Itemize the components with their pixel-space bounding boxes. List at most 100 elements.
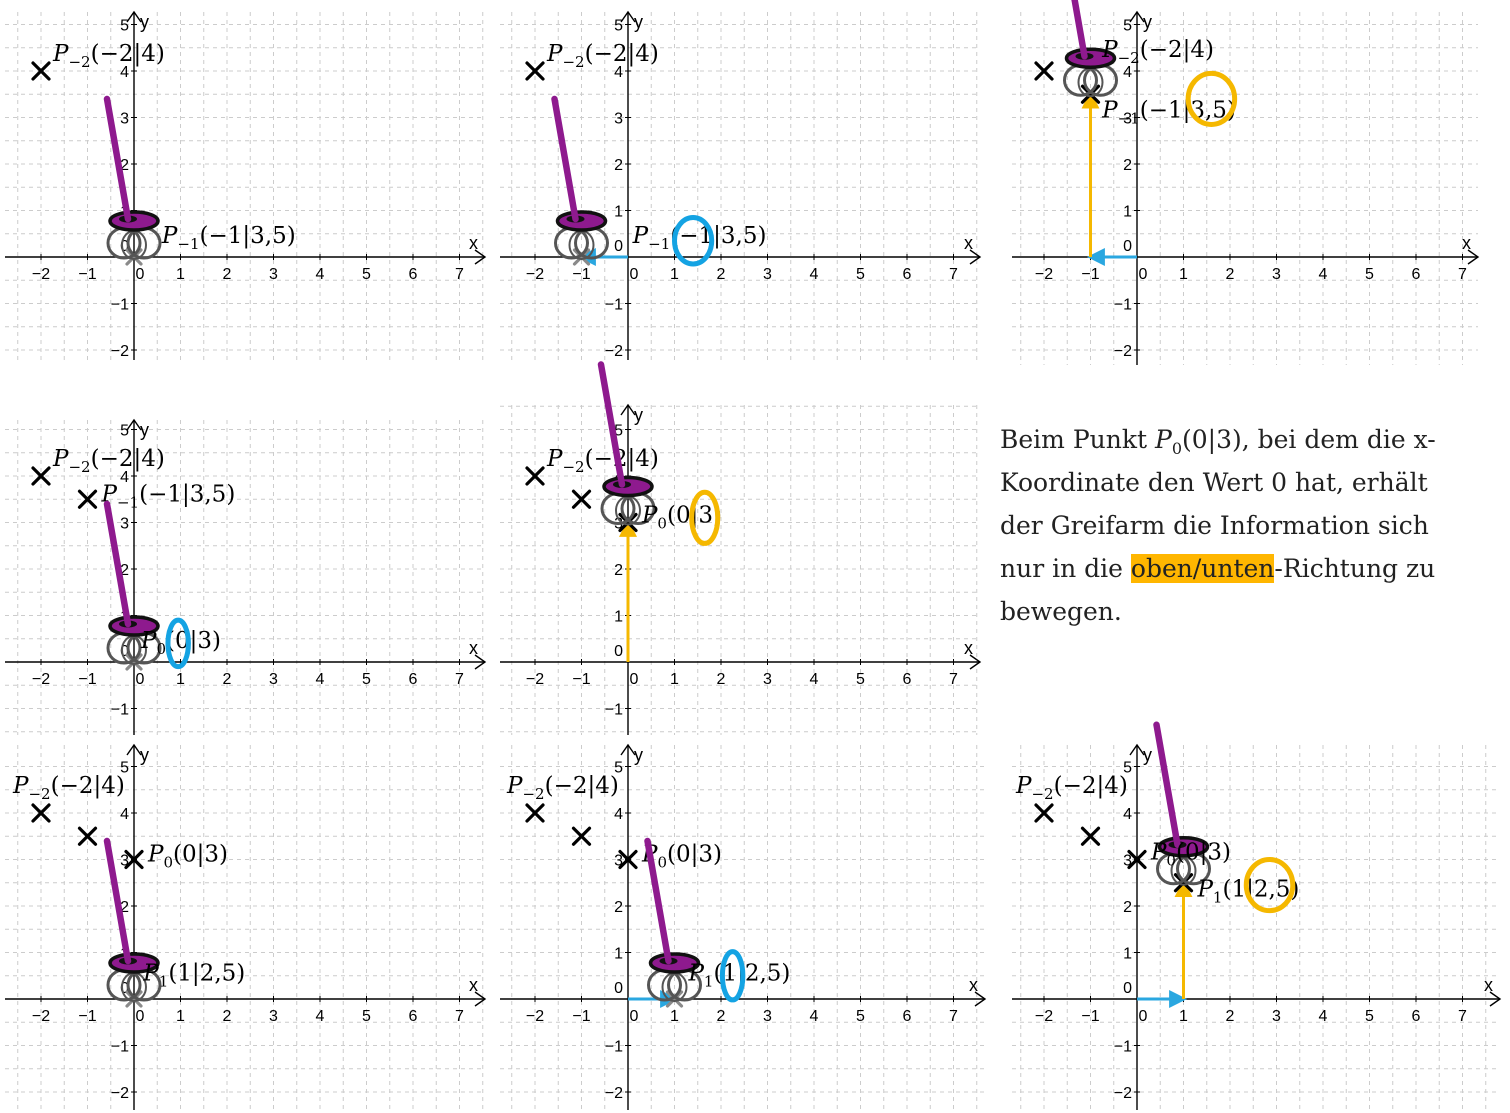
- robot-claw: [103, 500, 162, 665]
- x-tick-label: 5: [362, 671, 371, 688]
- claw-arm: [551, 95, 579, 223]
- x-tick-label: 4: [810, 671, 819, 688]
- cross-stroke-b: [31, 61, 51, 81]
- y-tick-label: 2: [120, 899, 129, 916]
- x-axis-arrowhead: [1467, 249, 1480, 265]
- origin-label: 0: [1123, 980, 1132, 997]
- robot-claw: [644, 837, 702, 1002]
- label-index: −1: [117, 493, 139, 511]
- x-coordinate-highlight-circle: [672, 214, 715, 267]
- label-letter: P: [52, 41, 69, 67]
- label-index: 0: [657, 515, 667, 533]
- robot-claw: [103, 95, 162, 260]
- label-letter: P: [12, 773, 29, 799]
- robot-claw: [1153, 721, 1211, 886]
- y-coordinate-highlight-circle: [1185, 70, 1238, 127]
- y-tick-label: 4: [614, 806, 623, 823]
- x-tick-label: 0: [136, 1008, 145, 1025]
- point-label: P1(1|2,5): [142, 960, 245, 990]
- point-marker: [124, 849, 144, 870]
- x-coordinate-highlight-circle: [719, 949, 746, 1003]
- point-marker: [571, 489, 592, 509]
- claw-arm: [1071, 0, 1088, 60]
- cross-stroke-b: [77, 826, 98, 846]
- y-tick-label: −2: [111, 343, 129, 360]
- y-tick-label: 2: [1123, 157, 1132, 174]
- origin-label: 0: [614, 238, 623, 255]
- ghost-point-marker: [125, 990, 143, 1008]
- cross-stroke-b: [31, 803, 51, 823]
- panel-p3: xy−2 −1 0 1 2 3 4 5 6 7−2−1123450P−2(−2|4)P−1(−1|…: [1012, 0, 1480, 365]
- explanation-text: Beim Punkt P0(0|3), bei dem die x-Koordi…: [1000, 418, 1470, 633]
- point-label: P−2(−2|4): [52, 41, 165, 71]
- y-tick-label: 1: [614, 204, 623, 221]
- label-index: −2: [1031, 785, 1053, 803]
- y-tick-label: 4: [1123, 64, 1132, 81]
- y-tick-label: −2: [1114, 343, 1132, 360]
- point-label: P1(1|2,5): [687, 960, 790, 990]
- x-tick-label: 1: [670, 671, 679, 688]
- point-marker: [31, 803, 51, 823]
- y-coordinate-highlight-circle: [689, 489, 721, 546]
- point-label: P−2(−2|4): [52, 446, 165, 476]
- x-tick-label: 0: [1139, 266, 1148, 283]
- point-marker: [1173, 873, 1194, 893]
- label-letter: P: [506, 773, 523, 799]
- point-marker: [77, 826, 98, 846]
- x-tick-label: 6: [1412, 1008, 1421, 1025]
- x-tick-label: 5: [362, 1008, 371, 1025]
- y-tick-label: 2: [1123, 899, 1132, 916]
- origin-label: 0: [120, 643, 129, 660]
- cross-stroke-b: [124, 849, 144, 870]
- cross-stroke-b: [572, 248, 591, 266]
- label-coords: (−2|4): [91, 446, 165, 472]
- y-axis-arrowhead: [1129, 743, 1145, 756]
- panel-p9: xy−2 −1 0 1 2 3 4 5 6 7−2−1123450P−2(−2|4)P0(0|3)…: [1012, 721, 1502, 1110]
- cross-stroke-b: [1034, 61, 1054, 81]
- x-axis-arrowhead: [474, 249, 487, 265]
- x-coordinate-highlight-circle: [165, 617, 191, 670]
- label-index: 0: [1166, 852, 1176, 870]
- y-tick-label: 3: [614, 111, 623, 128]
- x-tick-label: 1: [670, 1008, 679, 1025]
- label-letter: P: [546, 41, 563, 67]
- x-tick-label: 0: [1139, 1008, 1148, 1025]
- label-index: −2: [562, 458, 584, 476]
- label-index: −2: [68, 53, 90, 71]
- cross-stroke-b: [571, 489, 592, 509]
- x-tick-label: −1: [1081, 1008, 1099, 1025]
- cross-stroke-b: [1080, 84, 1101, 104]
- label-index: −2: [522, 785, 544, 803]
- cross-stroke-b: [665, 990, 684, 1008]
- y-tick-label: 2: [614, 157, 623, 174]
- x-tick-label: −2: [32, 1008, 50, 1025]
- y-axis-arrowhead: [620, 10, 636, 23]
- label-index: 1: [1213, 889, 1223, 907]
- y-tick-label: −1: [605, 702, 623, 719]
- label-index: 1: [159, 972, 169, 990]
- label-letter: P: [161, 223, 178, 249]
- point-label: P−2(−2|4): [506, 773, 619, 803]
- label-coords: (0|3): [166, 628, 221, 654]
- label-letter: P: [687, 960, 704, 986]
- grid: [1012, 745, 1500, 1110]
- y-tick-label: 5: [614, 760, 623, 777]
- point-marker: [1080, 826, 1101, 846]
- y-tick-label: 4: [614, 64, 623, 81]
- label-coords: (−1|3,5): [200, 223, 296, 249]
- label-coords: (0|3): [667, 842, 722, 868]
- point-label: P−1(−1|3,5): [161, 223, 296, 253]
- label-letter: P: [52, 446, 69, 472]
- y-axis-label: y: [1143, 12, 1152, 32]
- point-label: P−1(−1|3,5): [632, 223, 767, 253]
- cross-stroke-b: [125, 990, 143, 1008]
- x-tick-label: 1: [1179, 266, 1188, 283]
- cross-stroke-b: [525, 61, 545, 81]
- x-tick-label: 3: [763, 671, 772, 688]
- x-tick-label: 3: [763, 1008, 772, 1025]
- x-tick-label: 6: [409, 266, 418, 283]
- label-index: 0: [657, 854, 667, 872]
- label-letter: P: [142, 960, 159, 986]
- x-axis-arrowhead: [1489, 991, 1502, 1007]
